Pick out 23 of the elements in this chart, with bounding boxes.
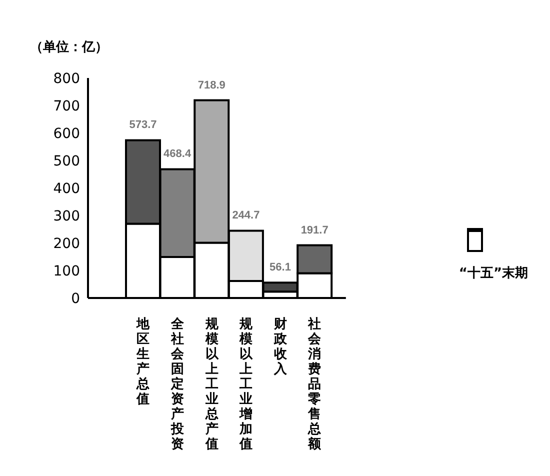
total-label: 56.1 [270, 262, 291, 274]
category-label: 社会消费品零售总额 [308, 317, 322, 452]
y-tick-label: 700 [53, 98, 80, 114]
y-tick-label: 0 [71, 290, 80, 307]
total-label: 573.7 [129, 119, 157, 132]
y-tick-label: 600 [53, 126, 80, 142]
x-tick-label: 财政收入 [272, 317, 288, 377]
y-axis-title: （单位：亿） [30, 39, 108, 56]
y-tick-label: 800 [53, 70, 80, 87]
total-label: 718.9 [198, 79, 226, 92]
category-label: 规模以上工业总产值 [205, 317, 218, 452]
category-label: 全社会固定资产投资 [170, 317, 184, 452]
total-label: 468.4 [164, 148, 192, 160]
total-label: 244.7 [232, 210, 260, 222]
y-tick-label: 500 [53, 153, 80, 170]
category-label: 规模以上工业增加值 [240, 317, 253, 452]
y-tick-label: 400 [53, 180, 80, 197]
y-tick-label: 100 [53, 263, 80, 280]
x-tick-label: 地区生产总值 [136, 317, 151, 407]
total-label: 191.7 [300, 224, 328, 236]
y-tick-label: 300 [53, 208, 80, 224]
legend-label: “十五”末期 [458, 265, 528, 282]
y-tick-label: 200 [53, 236, 80, 252]
